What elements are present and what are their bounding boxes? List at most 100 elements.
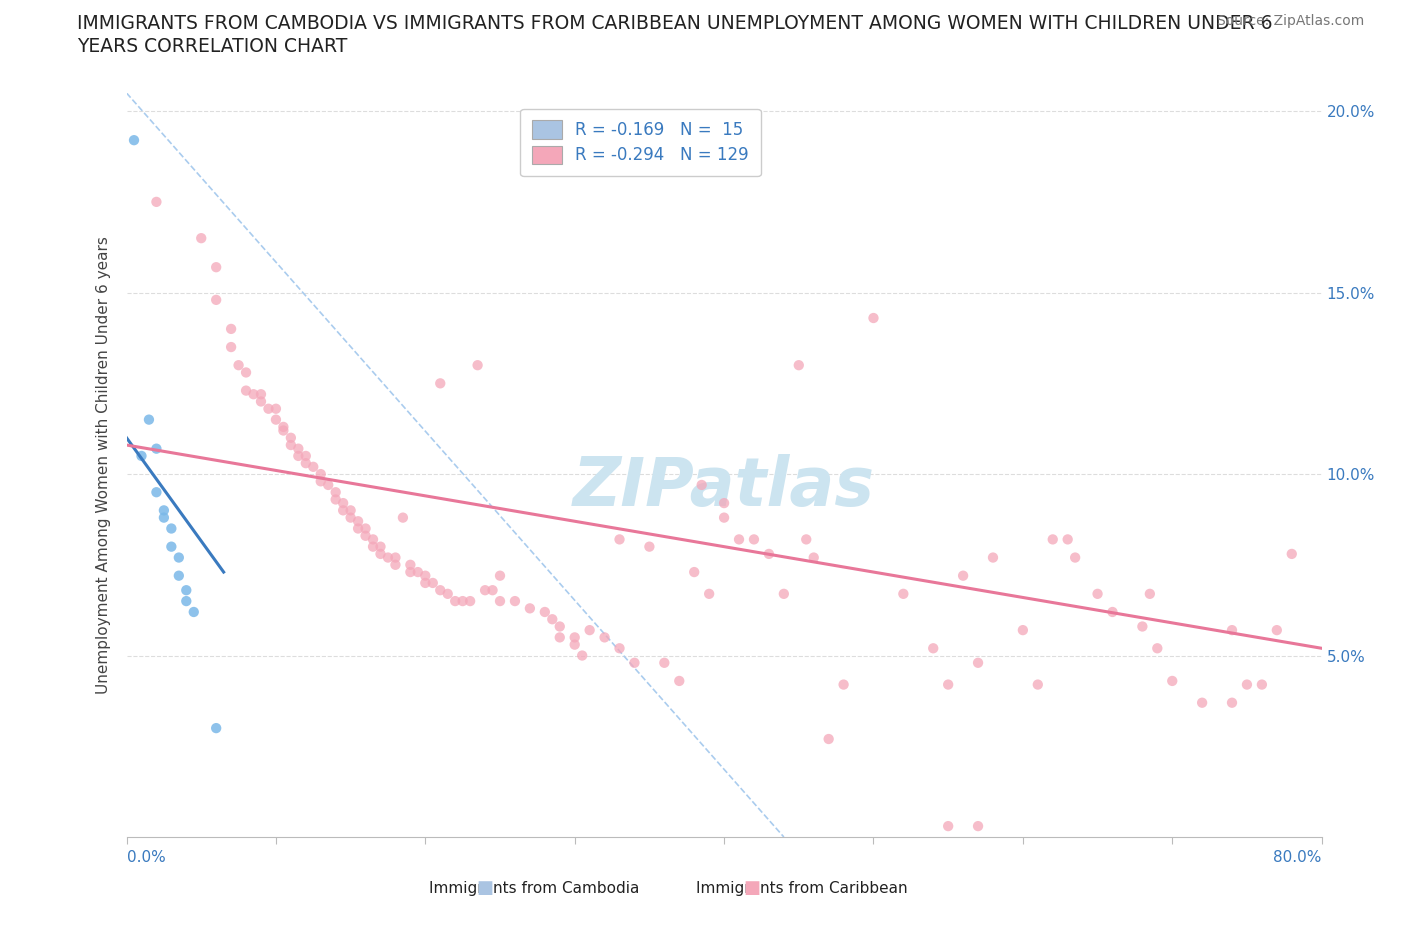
- Point: [415, 576, 437, 591]
- Point: [893, 587, 915, 602]
- Point: [803, 551, 825, 565]
- Point: [273, 423, 295, 438]
- Point: [571, 648, 593, 663]
- Point: [309, 474, 332, 489]
- Point: [967, 656, 990, 671]
- Point: [1161, 673, 1184, 688]
- Point: [138, 412, 160, 427]
- Point: [668, 673, 690, 688]
- Point: [280, 431, 302, 445]
- Point: [264, 402, 287, 417]
- Point: [1236, 677, 1258, 692]
- Point: [361, 532, 384, 547]
- Point: [160, 521, 183, 536]
- Point: [153, 503, 176, 518]
- Point: [503, 593, 526, 608]
- Point: [794, 532, 817, 547]
- Point: [399, 557, 422, 572]
- Point: [1251, 677, 1274, 692]
- Point: [183, 604, 205, 619]
- Point: [564, 630, 586, 644]
- Point: [713, 496, 735, 511]
- Text: IMMIGRANTS FROM CAMBODIA VS IMMIGRANTS FROM CARIBBEAN UNEMPLOYMENT AMONG WOMEN W: IMMIGRANTS FROM CAMBODIA VS IMMIGRANTS F…: [77, 14, 1272, 33]
- Point: [773, 587, 796, 602]
- Text: 80.0%: 80.0%: [1274, 850, 1322, 866]
- Point: [474, 583, 496, 598]
- Point: [467, 358, 489, 373]
- Point: [205, 292, 228, 307]
- Point: [287, 441, 309, 456]
- Text: Immigrants from Caribbean: Immigrants from Caribbean: [696, 881, 907, 896]
- Point: [1026, 677, 1049, 692]
- Point: [122, 133, 145, 148]
- Point: [481, 583, 503, 598]
- Point: [167, 568, 190, 583]
- Point: [519, 601, 541, 616]
- Point: [280, 438, 302, 453]
- Text: 0.0%: 0.0%: [127, 850, 166, 866]
- Point: [392, 511, 415, 525]
- Point: [817, 732, 839, 747]
- Point: [190, 231, 212, 246]
- Text: ■: ■: [477, 879, 494, 897]
- Point: [713, 511, 735, 525]
- Point: [489, 568, 512, 583]
- Point: [332, 503, 354, 518]
- Point: [325, 492, 347, 507]
- Point: [145, 441, 167, 456]
- Point: [242, 387, 264, 402]
- Point: [316, 477, 339, 492]
- Point: [541, 612, 564, 627]
- Point: [690, 477, 713, 492]
- Point: [609, 532, 631, 547]
- Point: [235, 365, 257, 379]
- Point: [273, 419, 295, 434]
- Point: [609, 641, 631, 656]
- Point: [683, 565, 706, 579]
- Point: [936, 818, 959, 833]
- Point: [458, 593, 481, 608]
- Point: [370, 547, 392, 562]
- Point: [145, 485, 167, 499]
- Point: [257, 402, 280, 417]
- Point: [384, 551, 406, 565]
- Point: [1101, 604, 1123, 619]
- Point: [981, 551, 1004, 565]
- Text: ZIPatlas: ZIPatlas: [574, 455, 875, 520]
- Point: [564, 637, 586, 652]
- Point: [354, 521, 377, 536]
- Point: [936, 677, 959, 692]
- Point: [436, 587, 458, 602]
- Point: [406, 565, 429, 579]
- Point: [384, 557, 406, 572]
- Point: [361, 539, 384, 554]
- Point: [145, 194, 167, 209]
- Point: [250, 387, 273, 402]
- Point: [347, 513, 370, 528]
- Point: [219, 339, 242, 354]
- Point: [1011, 623, 1033, 638]
- Point: [1056, 532, 1078, 547]
- Point: [325, 485, 347, 499]
- Point: [697, 587, 720, 602]
- Point: [429, 376, 451, 391]
- Point: [967, 818, 990, 833]
- Point: [1281, 547, 1303, 562]
- Point: [922, 641, 945, 656]
- Point: [728, 532, 751, 547]
- Point: [294, 448, 316, 463]
- Point: [354, 528, 377, 543]
- Point: [205, 259, 228, 274]
- Point: [1139, 587, 1161, 602]
- Point: [339, 511, 361, 525]
- Point: [287, 448, 309, 463]
- Point: [302, 459, 325, 474]
- Point: [415, 568, 437, 583]
- Point: [1220, 696, 1243, 711]
- Point: [1064, 551, 1087, 565]
- Point: [264, 412, 287, 427]
- Point: [153, 511, 176, 525]
- Text: YEARS CORRELATION CHART: YEARS CORRELATION CHART: [77, 37, 347, 56]
- Text: Immigrants from Cambodia: Immigrants from Cambodia: [429, 881, 640, 896]
- Point: [377, 551, 399, 565]
